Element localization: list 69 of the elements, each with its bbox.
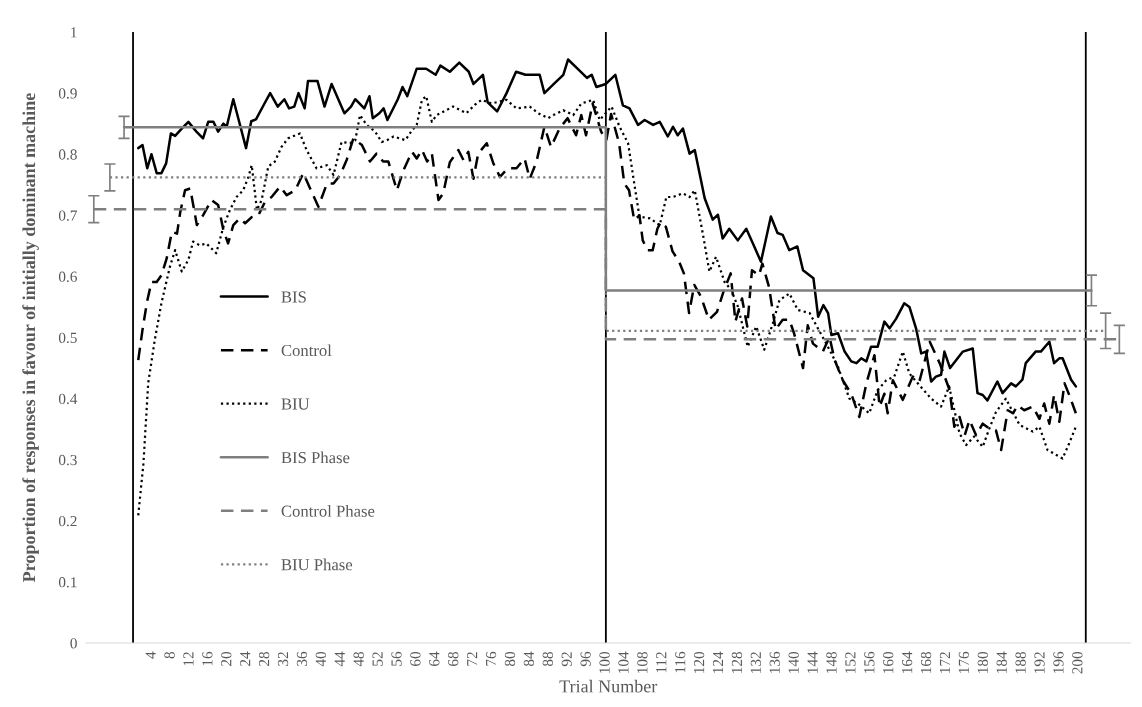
x-tick-label: 4 [145,651,156,659]
y-tick-label: 0.2 [58,515,77,527]
x-tick-label: 176 [958,651,970,673]
x-tick-label: 148 [826,651,837,673]
y-tick-label: 0.8 [58,149,77,160]
x-tick-label: 152 [845,652,856,673]
y-tick-label: 0.6 [58,271,77,282]
x-tick-label: 60 [410,651,421,666]
legend-label: BIU Phase [281,558,353,571]
x-tick-label: 56 [391,651,402,666]
x-tick-label: 100 [599,651,610,673]
x-tick-label: 108 [637,651,648,673]
legend-label: BIS Phase [281,451,350,464]
x-tick-label: 160 [883,651,894,673]
x-tick-label: 188 [1015,651,1026,673]
x-tick-label: 84 [523,651,535,667]
x-tick-label: 184 [996,651,1007,673]
x-tick-label: 116 [675,651,686,673]
x-tick-label: 156 [864,651,875,673]
y-tick-label: 0.7 [58,210,77,221]
x-tick-label: 64 [429,651,440,666]
x-tick-label: 120 [693,651,705,673]
y-tick-label: 0 [70,638,77,649]
y-tick-label: 0.5 [58,332,77,344]
x-tick-label: 8 [164,651,175,659]
x-tick-label: 168 [920,651,932,673]
x-tick-label: 112 [656,652,667,673]
x-tick-label: 96 [580,651,591,667]
x-tick-label: 28 [258,651,270,666]
x-tick-label: 140 [788,651,799,673]
x-tick-label: 36 [296,651,308,666]
x-tick-label: 72 [467,652,478,666]
x-tick-label: 136 [769,651,780,673]
x-tick-label: 128 [731,651,743,673]
y-tick-label: 0.3 [58,454,77,466]
x-tick-label: 44 [334,651,345,667]
x-tick-label: 20 [221,651,232,666]
x-tick-label: 172 [939,652,950,673]
x-tick-label: 196 [1053,651,1064,673]
x-tick-label: 104 [618,651,629,673]
x-tick-label: 12 [183,652,194,666]
y-axis-title: Proportion of responses in favour of initially dominant machine [22,93,39,582]
x-tick-label: 68 [448,651,459,666]
x-tick-label: 132 [750,652,761,673]
x-tick-label: 92 [561,652,572,667]
y-tick-label: 0.1 [58,577,77,588]
x-tick-label: 88 [542,651,553,667]
x-tick-label: 124 [712,651,724,673]
x-tick-label: 32 [277,652,289,666]
legend-label: Control [281,344,332,357]
x-tick-label: 16 [202,651,213,666]
x-tick-label: 144 [807,651,818,673]
legend-label: BIS [281,291,306,303]
y-tick-label: 0.4 [58,393,78,405]
x-tick-label: 200 [1072,651,1083,674]
x-tick-label: 40 [315,651,326,667]
x-tick-label: 76 [485,651,497,666]
x-tick-label: 52 [372,652,383,666]
x-tick-label: 80 [504,651,516,667]
x-tick-label: 48 [353,651,364,667]
y-tick-label: 0.9 [58,88,77,99]
y-tick-label: 1 [71,27,77,38]
x-tick-label: 192 [1034,652,1045,673]
x-tick-label: 180 [977,651,988,673]
legend-label: Control Phase [281,505,375,517]
x-axis-title: Trial Number [559,679,658,693]
legend-label: BIU [281,398,310,410]
x-tick-label: 24 [240,651,251,666]
x-tick-label: 164 [902,651,913,673]
